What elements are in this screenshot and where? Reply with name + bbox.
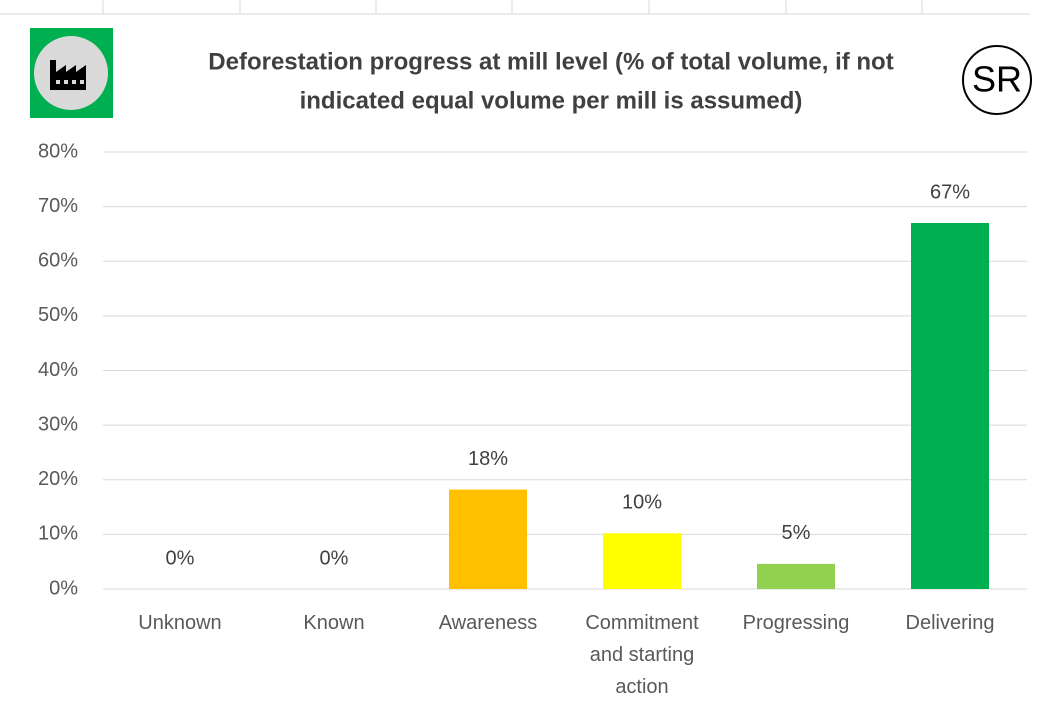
logo-text: SR [972, 59, 1022, 100]
y-tick-label: 60% [38, 250, 78, 272]
y-tick-label: 20% [38, 468, 78, 490]
bar [603, 533, 681, 589]
y-tick-label: 70% [38, 195, 78, 217]
data-label: 0% [320, 547, 349, 569]
x-tick-label: Commitment and starting action [585, 612, 699, 698]
data-label: 18% [468, 448, 508, 470]
chart-title: Deforestation progress at mill level (% … [208, 48, 893, 75]
bar [449, 489, 527, 589]
bar [911, 223, 989, 589]
data-label: 10% [622, 492, 662, 514]
x-tick-label: Delivering [906, 612, 995, 634]
y-tick-label: 80% [38, 140, 78, 162]
y-tick-label: 0% [49, 577, 78, 599]
logo-circle [962, 45, 1032, 115]
x-tick-label: Known [303, 612, 364, 634]
data-label: 5% [782, 522, 811, 544]
factory-icon [30, 28, 113, 118]
x-tick-label: Progressing [743, 612, 850, 634]
y-tick-label: 40% [38, 359, 78, 381]
bar [757, 563, 835, 589]
data-label: 67% [930, 181, 970, 203]
y-tick-label: 10% [38, 523, 78, 545]
x-tick-label: Awareness [439, 612, 538, 634]
cropped-axis-above [0, 0, 1030, 15]
x-tick-label: Unknown [138, 612, 221, 634]
data-label: 0% [166, 547, 195, 569]
y-tick-label: 30% [38, 413, 78, 435]
y-tick-label: 50% [38, 304, 78, 326]
chart-title: indicated equal volume per mill is assum… [300, 87, 803, 114]
